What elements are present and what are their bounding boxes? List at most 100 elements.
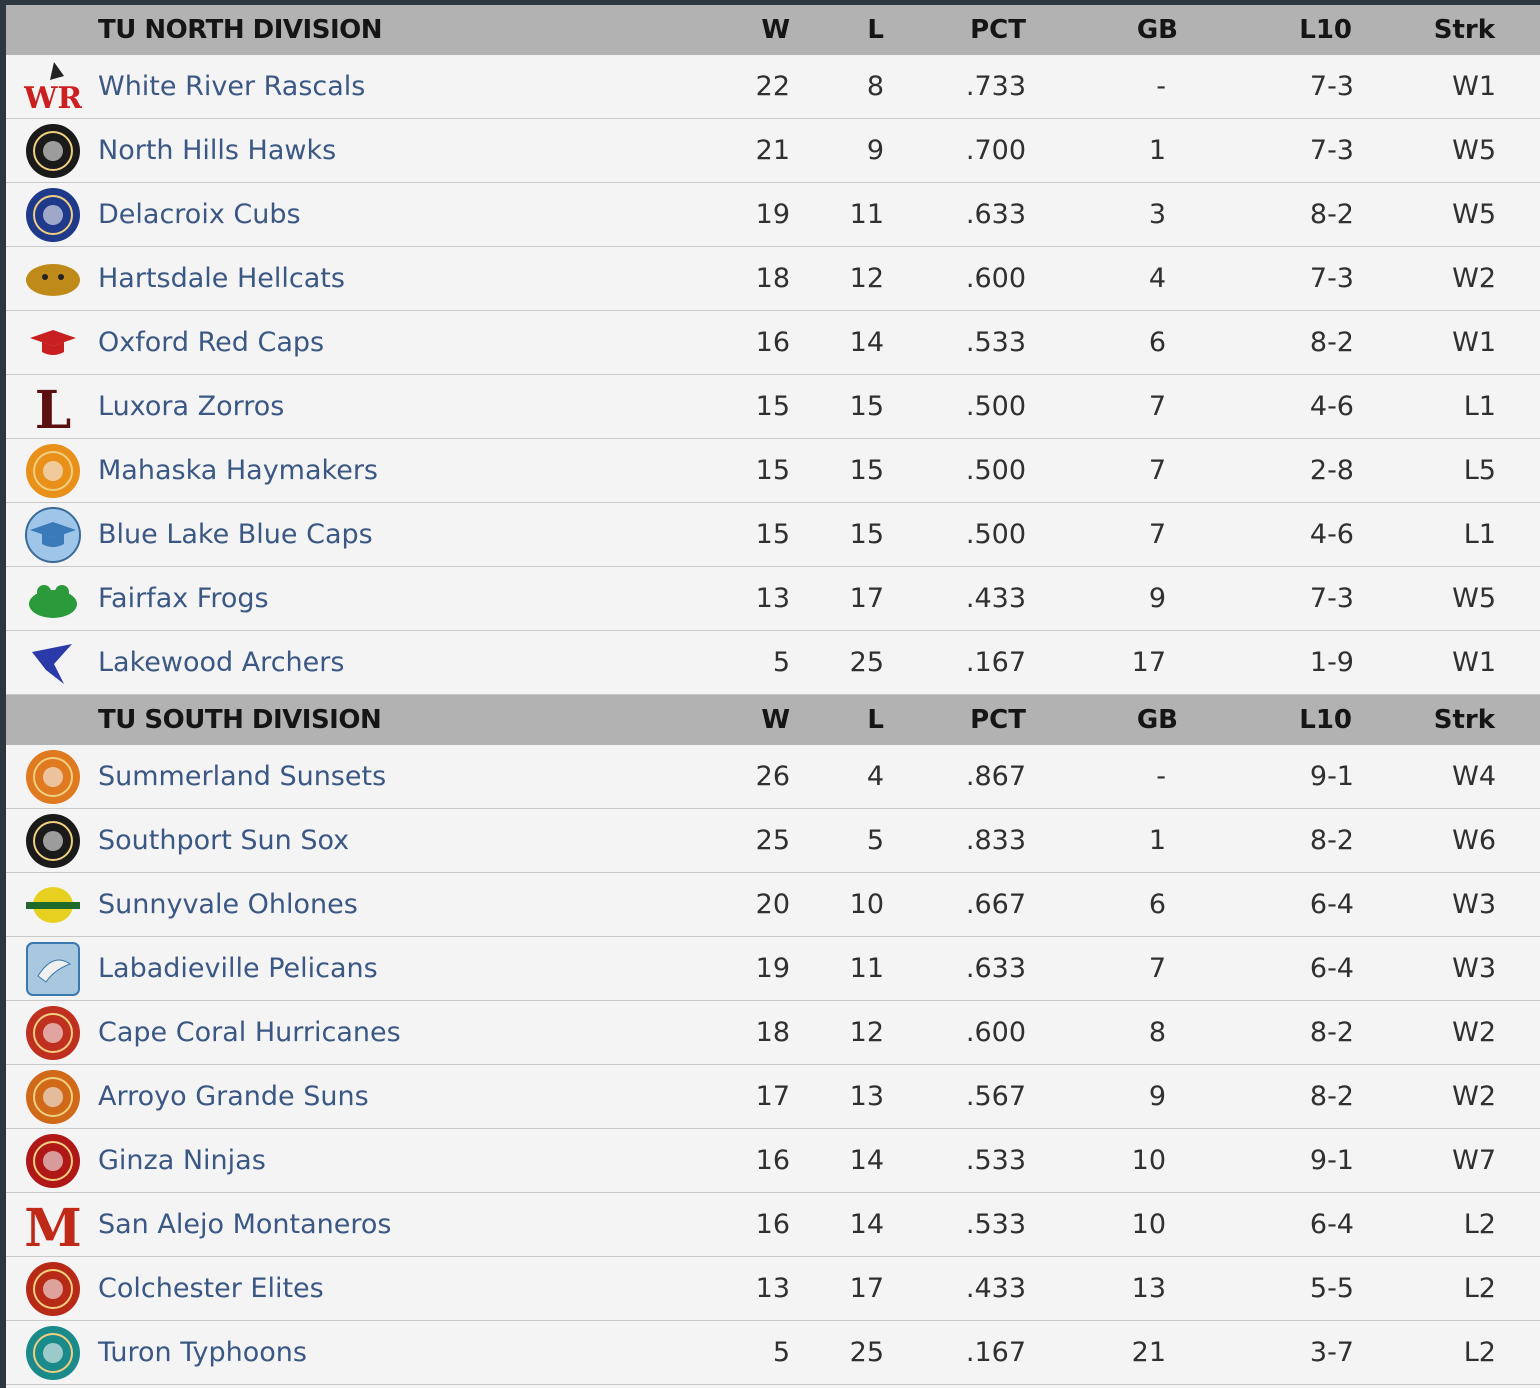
montaneros-logo-icon: M	[24, 1196, 82, 1254]
team-l10: 8-2	[1309, 1017, 1354, 1048]
team-name-link[interactable]: San Alejo Montaneros	[98, 1209, 392, 1240]
team-name-link[interactable]: Colchester Elites	[98, 1273, 324, 1304]
team-gb: 7	[1148, 455, 1166, 486]
team-name-link[interactable]: North Hills Hawks	[98, 135, 337, 166]
column-header-pct[interactable]: PCT	[970, 15, 1026, 45]
team-l10: 7-3	[1309, 135, 1354, 166]
table-row[interactable]: L Luxora Zorros 15 15 .500 7 4-6 L1	[6, 375, 1540, 439]
ninjas-logo-icon	[24, 1132, 82, 1190]
team-name-link[interactable]: Southport Sun Sox	[98, 825, 350, 856]
column-header-strk[interactable]: Strk	[1433, 705, 1495, 735]
team-name-link[interactable]: Ginza Ninjas	[98, 1145, 266, 1176]
column-header-l10[interactable]: L10	[1299, 705, 1352, 735]
column-header-w[interactable]: W	[761, 15, 790, 45]
table-row[interactable]: Labadieville Pelicans 19 11 .633 7 6-4 W3	[6, 937, 1540, 1001]
typhoons-logo-icon	[24, 1324, 82, 1382]
frogs-logo-icon	[24, 570, 82, 628]
team-pct: .600	[965, 1017, 1026, 1048]
team-strk: W7	[1452, 1145, 1496, 1176]
team-name-link[interactable]: Lakewood Archers	[98, 647, 345, 678]
team-strk: W2	[1452, 263, 1496, 294]
team-name-link[interactable]: Luxora Zorros	[98, 391, 285, 422]
column-header-w[interactable]: W	[761, 705, 790, 735]
table-row[interactable]: Delacroix Cubs 19 11 .633 3 8-2 W5	[6, 183, 1540, 247]
team-strk: W3	[1452, 889, 1496, 920]
table-row[interactable]: Arroyo Grande Suns 17 13 .567 9 8-2 W2	[6, 1065, 1540, 1129]
team-w: 16	[755, 1209, 790, 1240]
table-row[interactable]: Hartsdale Hellcats 18 12 .600 4 7-3 W2	[6, 247, 1540, 311]
team-name-link[interactable]: Cape Coral Hurricanes	[98, 1017, 401, 1048]
red-cap-logo-icon	[24, 314, 82, 372]
team-strk: W1	[1452, 71, 1496, 102]
table-row[interactable]: Colchester Elites 13 17 .433 13 5-5 L2	[6, 1257, 1540, 1321]
team-gb: 9	[1148, 1081, 1166, 1112]
table-row[interactable]: Cape Coral Hurricanes 18 12 .600 8 8-2 W2	[6, 1001, 1540, 1065]
table-row[interactable]: WR White River Rascals 22 8 .733 - 7-3 W1	[6, 55, 1540, 119]
team-gb: 3	[1148, 199, 1166, 230]
team-l: 13	[849, 1081, 884, 1112]
team-strk: W5	[1452, 135, 1496, 166]
team-name-link[interactable]: Labadieville Pelicans	[98, 953, 378, 984]
column-header-l[interactable]: L	[867, 705, 884, 735]
table-row[interactable]: Ginza Ninjas 16 14 .533 10 9-1 W7	[6, 1129, 1540, 1193]
team-gb: 10	[1131, 1209, 1166, 1240]
team-name-link[interactable]: Turon Typhoons	[98, 1337, 307, 1368]
table-row[interactable]: Turon Typhoons 5 25 .167 21 3-7 L2	[6, 1321, 1540, 1385]
team-name-link[interactable]: Delacroix Cubs	[98, 199, 301, 230]
team-w: 17	[755, 1081, 790, 1112]
team-name-link[interactable]: Oxford Red Caps	[98, 327, 325, 358]
column-header-gb[interactable]: GB	[1136, 15, 1178, 45]
team-l: 15	[849, 519, 884, 550]
team-l10: 8-2	[1309, 327, 1354, 358]
team-l: 14	[849, 327, 884, 358]
team-pct: .667	[965, 889, 1026, 920]
table-row[interactable]: Fairfax Frogs 13 17 .433 9 7-3 W5	[6, 567, 1540, 631]
table-row[interactable]: Mahaska Haymakers 15 15 .500 7 2-8 L5	[6, 439, 1540, 503]
team-strk: W6	[1452, 825, 1496, 856]
column-header-gb[interactable]: GB	[1136, 705, 1178, 735]
team-pct: .700	[965, 135, 1026, 166]
team-pct: .533	[965, 1209, 1026, 1240]
table-row[interactable]: North Hills Hawks 21 9 .700 1 7-3 W5	[6, 119, 1540, 183]
table-row[interactable]: Sunnyvale Ohlones 20 10 .667 6 6-4 W3	[6, 873, 1540, 937]
hurricanes-logo-icon	[24, 1004, 82, 1062]
sun-sox-logo-icon	[24, 812, 82, 870]
team-name-link[interactable]: Summerland Sunsets	[98, 761, 387, 792]
team-strk: W5	[1452, 583, 1496, 614]
team-gb: 7	[1148, 953, 1166, 984]
table-row[interactable]: Southport Sun Sox 25 5 .833 1 8-2 W6	[6, 809, 1540, 873]
team-w: 16	[755, 327, 790, 358]
team-name-link[interactable]: Mahaska Haymakers	[98, 455, 378, 486]
team-name-link[interactable]: White River Rascals	[98, 71, 366, 102]
team-name-link[interactable]: Hartsdale Hellcats	[98, 263, 345, 294]
team-strk: W1	[1452, 327, 1496, 358]
team-name-link[interactable]: Blue Lake Blue Caps	[98, 519, 373, 550]
table-row[interactable]: Blue Lake Blue Caps 15 15 .500 7 4-6 L1	[6, 503, 1540, 567]
team-l10: 7-3	[1309, 71, 1354, 102]
team-l: 8	[866, 71, 884, 102]
team-pct: .500	[965, 455, 1026, 486]
team-l10: 8-2	[1309, 199, 1354, 230]
team-name-link[interactable]: Fairfax Frogs	[98, 583, 269, 614]
table-row[interactable]: Summerland Sunsets 26 4 .867 - 9-1 W4	[6, 745, 1540, 809]
column-header-l[interactable]: L	[867, 15, 884, 45]
team-l10: 7-3	[1309, 263, 1354, 294]
team-gb: -	[1156, 761, 1166, 792]
team-pct: .633	[965, 199, 1026, 230]
team-w: 25	[755, 825, 790, 856]
team-l: 15	[849, 391, 884, 422]
team-w: 15	[755, 455, 790, 486]
team-l: 14	[849, 1209, 884, 1240]
team-l10: 5-5	[1309, 1273, 1354, 1304]
sunsets-logo-icon	[24, 748, 82, 806]
column-header-pct[interactable]: PCT	[970, 705, 1026, 735]
haymakers-logo-icon	[24, 442, 82, 500]
team-name-link[interactable]: Arroyo Grande Suns	[98, 1081, 369, 1112]
table-row[interactable]: Oxford Red Caps 16 14 .533 6 8-2 W1	[6, 311, 1540, 375]
table-row[interactable]: M San Alejo Montaneros 16 14 .533 10 6-4 L2	[6, 1193, 1540, 1257]
table-row[interactable]: Lakewood Archers 5 25 .167 17 1-9 W1	[6, 631, 1540, 695]
team-name-link[interactable]: Sunnyvale Ohlones	[98, 889, 358, 920]
column-header-strk[interactable]: Strk	[1433, 15, 1495, 45]
team-l: 12	[849, 263, 884, 294]
column-header-l10[interactable]: L10	[1299, 15, 1352, 45]
